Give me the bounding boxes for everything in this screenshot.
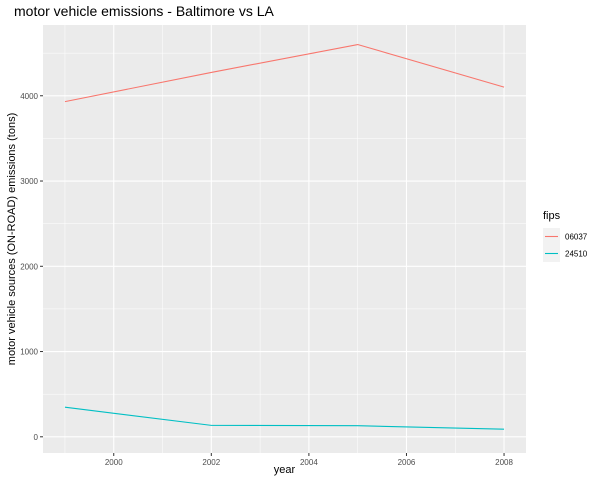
x-tick-label: 2000 xyxy=(105,458,123,467)
minor-gridlines xyxy=(43,25,526,453)
series-line-06037 xyxy=(64,43,505,103)
y-tick-label: 3000 xyxy=(20,177,38,186)
x-axis: 2000 2002 2004 2006 2008 xyxy=(105,453,513,467)
y-axis: 0 1000 2000 3000 4000 xyxy=(20,92,43,442)
y-tick-label: 0 xyxy=(34,433,39,442)
y-tick-label: 1000 xyxy=(20,348,38,357)
legend-label-24510: 24510 xyxy=(565,250,588,259)
major-gridlines xyxy=(43,25,526,453)
x-tick-label: 2006 xyxy=(398,458,416,467)
legend-title: fips xyxy=(543,210,561,222)
y-tick-label: 4000 xyxy=(20,92,38,101)
series-lines xyxy=(64,43,505,430)
y-axis-title: motor vehicle sources (ON-ROAD) emission… xyxy=(6,113,18,365)
plot-panel xyxy=(43,25,526,453)
legend-label-06037: 06037 xyxy=(565,233,588,242)
x-tick-label: 2002 xyxy=(202,458,220,467)
legend: fips 06037 24510 xyxy=(543,210,588,262)
x-axis-title: year xyxy=(274,464,296,476)
y-tick-label: 2000 xyxy=(20,262,38,271)
x-tick-label: 2008 xyxy=(495,458,513,467)
chart-title: motor vehicle emissions - Baltimore vs L… xyxy=(14,3,275,19)
series-line-24510 xyxy=(64,406,505,430)
x-tick-label: 2004 xyxy=(300,458,318,467)
